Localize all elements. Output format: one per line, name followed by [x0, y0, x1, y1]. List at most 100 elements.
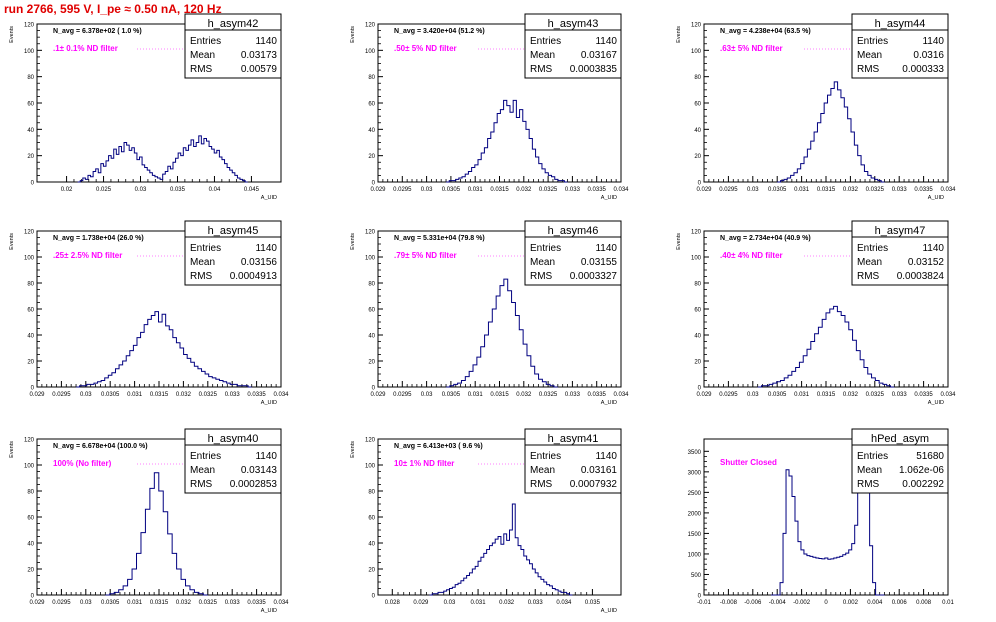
- stats-value-rms: 0.0003824: [897, 271, 945, 282]
- x-tick-label: 0.031: [794, 187, 810, 193]
- x-tick-label: 0.03: [444, 600, 456, 606]
- y-tick-label: 60: [27, 516, 34, 522]
- stats-value-entries: 1140: [922, 243, 944, 254]
- x-tick-label: 0.04: [209, 187, 221, 193]
- y-tick-label: 100: [24, 464, 35, 470]
- stats-label-mean: Mean: [857, 257, 882, 268]
- stats-title: h_asym47: [875, 225, 926, 237]
- stats-label-rms: RMS: [857, 271, 880, 282]
- y-tick-label: 80: [694, 75, 701, 81]
- y-tick-label: 80: [368, 75, 375, 81]
- x-tick-label: 0.03: [421, 392, 433, 398]
- x-axis-title: A_UID: [601, 195, 617, 201]
- x-tick-label: 0.034: [940, 392, 956, 398]
- histogram-series: [105, 472, 208, 596]
- x-tick-label: 0.025: [96, 187, 112, 193]
- stats-value-rms: 0.0003835: [570, 64, 618, 75]
- x-tick-label: 0.034: [940, 187, 956, 193]
- y-tick-label: 0: [31, 386, 35, 392]
- y-tick-label: 20: [27, 568, 34, 574]
- y-tick-label: 100: [365, 49, 376, 55]
- y-tick-label: 80: [27, 490, 34, 496]
- x-tick-label: 0.033: [225, 392, 241, 398]
- x-tick-label: 0.0315: [490, 392, 509, 398]
- x-tick-label: 0.002: [843, 600, 859, 606]
- x-tick-label: 0.032: [176, 392, 192, 398]
- stats-label-entries: Entries: [857, 36, 888, 47]
- x-tick-label: 0.031: [794, 392, 810, 398]
- histogram-series: [757, 305, 895, 388]
- histogram-panel-h_asym43: 0 20 40 60 80 100 120 0.029 0.0295 0.03 0.0305 0.03…: [350, 13, 629, 201]
- stats-value-mean: 1.062e-06: [899, 465, 944, 476]
- x-tick-label: 0.0315: [817, 392, 836, 398]
- histogram-series: [777, 81, 885, 183]
- x-tick-label: 0.034: [273, 600, 289, 606]
- navg-label: N_avg = 2.734e+04 (40.9 %): [720, 235, 811, 242]
- stats-value-entries: 1140: [255, 243, 277, 254]
- y-tick-label: 80: [27, 75, 34, 81]
- x-tick-label: 0: [824, 600, 828, 606]
- x-tick-label: 0.028: [385, 600, 401, 606]
- x-tick-label: 0.03: [421, 187, 433, 193]
- y-tick-label: 40: [694, 334, 701, 340]
- stats-value-mean: 0.0316: [913, 50, 944, 61]
- x-tick-label: 0.0295: [719, 392, 738, 398]
- x-tick-label: 0.0305: [101, 600, 120, 606]
- y-tick-label: 60: [694, 308, 701, 314]
- x-tick-label: 0.0325: [866, 392, 885, 398]
- y-axis-title: Events: [350, 26, 356, 43]
- x-tick-label: 0.0335: [247, 600, 266, 606]
- x-tick-label: 0.0325: [199, 392, 218, 398]
- y-axis-title: Events: [350, 441, 356, 458]
- stats-label-rms: RMS: [190, 479, 213, 490]
- y-tick-label: 80: [27, 282, 34, 288]
- stats-label-mean: Mean: [530, 50, 555, 61]
- stats-title: h_asym46: [548, 225, 599, 237]
- stats-box: [851, 428, 949, 494]
- y-tick-label: 0: [372, 181, 376, 187]
- x-axis-title: A_UID: [601, 400, 617, 406]
- stats-label-entries: Entries: [190, 451, 221, 462]
- y-tick-label: 3000: [688, 470, 702, 476]
- stats-box: [184, 13, 282, 79]
- stats-value-rms: 0.0007932: [570, 479, 618, 490]
- x-axis-title: A_UID: [261, 195, 277, 201]
- x-tick-label: -0.01: [697, 600, 711, 606]
- x-tick-label: 0.0335: [247, 392, 266, 398]
- x-tick-label: 0.0325: [539, 187, 558, 193]
- histogram-panel-h_asym46: 0 20 40 60 80 100 120 0.029 0.0295 0.03 0.0305 0.03…: [350, 220, 629, 406]
- stats-label-rms: RMS: [190, 64, 213, 75]
- filter-label: Shutter Closed: [720, 458, 777, 467]
- stats-box: [524, 428, 622, 494]
- x-tick-label: 0.004: [867, 600, 883, 606]
- x-tick-label: 0.033: [565, 392, 581, 398]
- stats-label-mean: Mean: [857, 465, 882, 476]
- y-tick-label: 120: [365, 23, 376, 29]
- stats-label-entries: Entries: [857, 243, 888, 254]
- y-tick-label: 100: [24, 49, 35, 55]
- stats-value-mean: 0.03167: [581, 50, 618, 61]
- x-tick-label: 0.034: [613, 187, 629, 193]
- x-tick-label: 0.0305: [442, 392, 461, 398]
- histogram-panel-h_asym41: 0 20 40 60 80 100 120 0.028 0.029 0.03 0.031 0.032 0…: [350, 428, 622, 614]
- x-tick-label: 0.0295: [393, 392, 412, 398]
- stats-label-mean: Mean: [190, 50, 215, 61]
- y-tick-label: 20: [27, 154, 34, 160]
- histogram-panel-h_asym42: 0 20 40 60 80 100 120 0.02 0.025 0.03 0.035 0.04 0.0…: [9, 13, 282, 201]
- run-title: run 2766, 595 V, I_pe ≈ 0.50 nA, 120 Hz: [4, 2, 222, 16]
- stats-label-mean: Mean: [530, 465, 555, 476]
- stats-value-rms: 0.00579: [241, 64, 278, 75]
- x-tick-label: 0.03: [80, 392, 92, 398]
- y-tick-label: 20: [27, 360, 34, 366]
- stats-value-entries: 1140: [255, 451, 277, 462]
- y-tick-label: 60: [368, 516, 375, 522]
- y-tick-label: 40: [27, 128, 34, 134]
- x-tick-label: 0.01: [942, 600, 954, 606]
- y-tick-label: 0: [698, 594, 702, 600]
- y-tick-label: 2500: [688, 491, 702, 497]
- filter-label: 10± 1% ND filter: [394, 459, 454, 468]
- y-tick-label: 0: [372, 386, 376, 392]
- stats-value-rms: 0.0002853: [230, 479, 278, 490]
- x-tick-label: 0.0295: [719, 187, 738, 193]
- x-tick-label: -0.002: [793, 600, 811, 606]
